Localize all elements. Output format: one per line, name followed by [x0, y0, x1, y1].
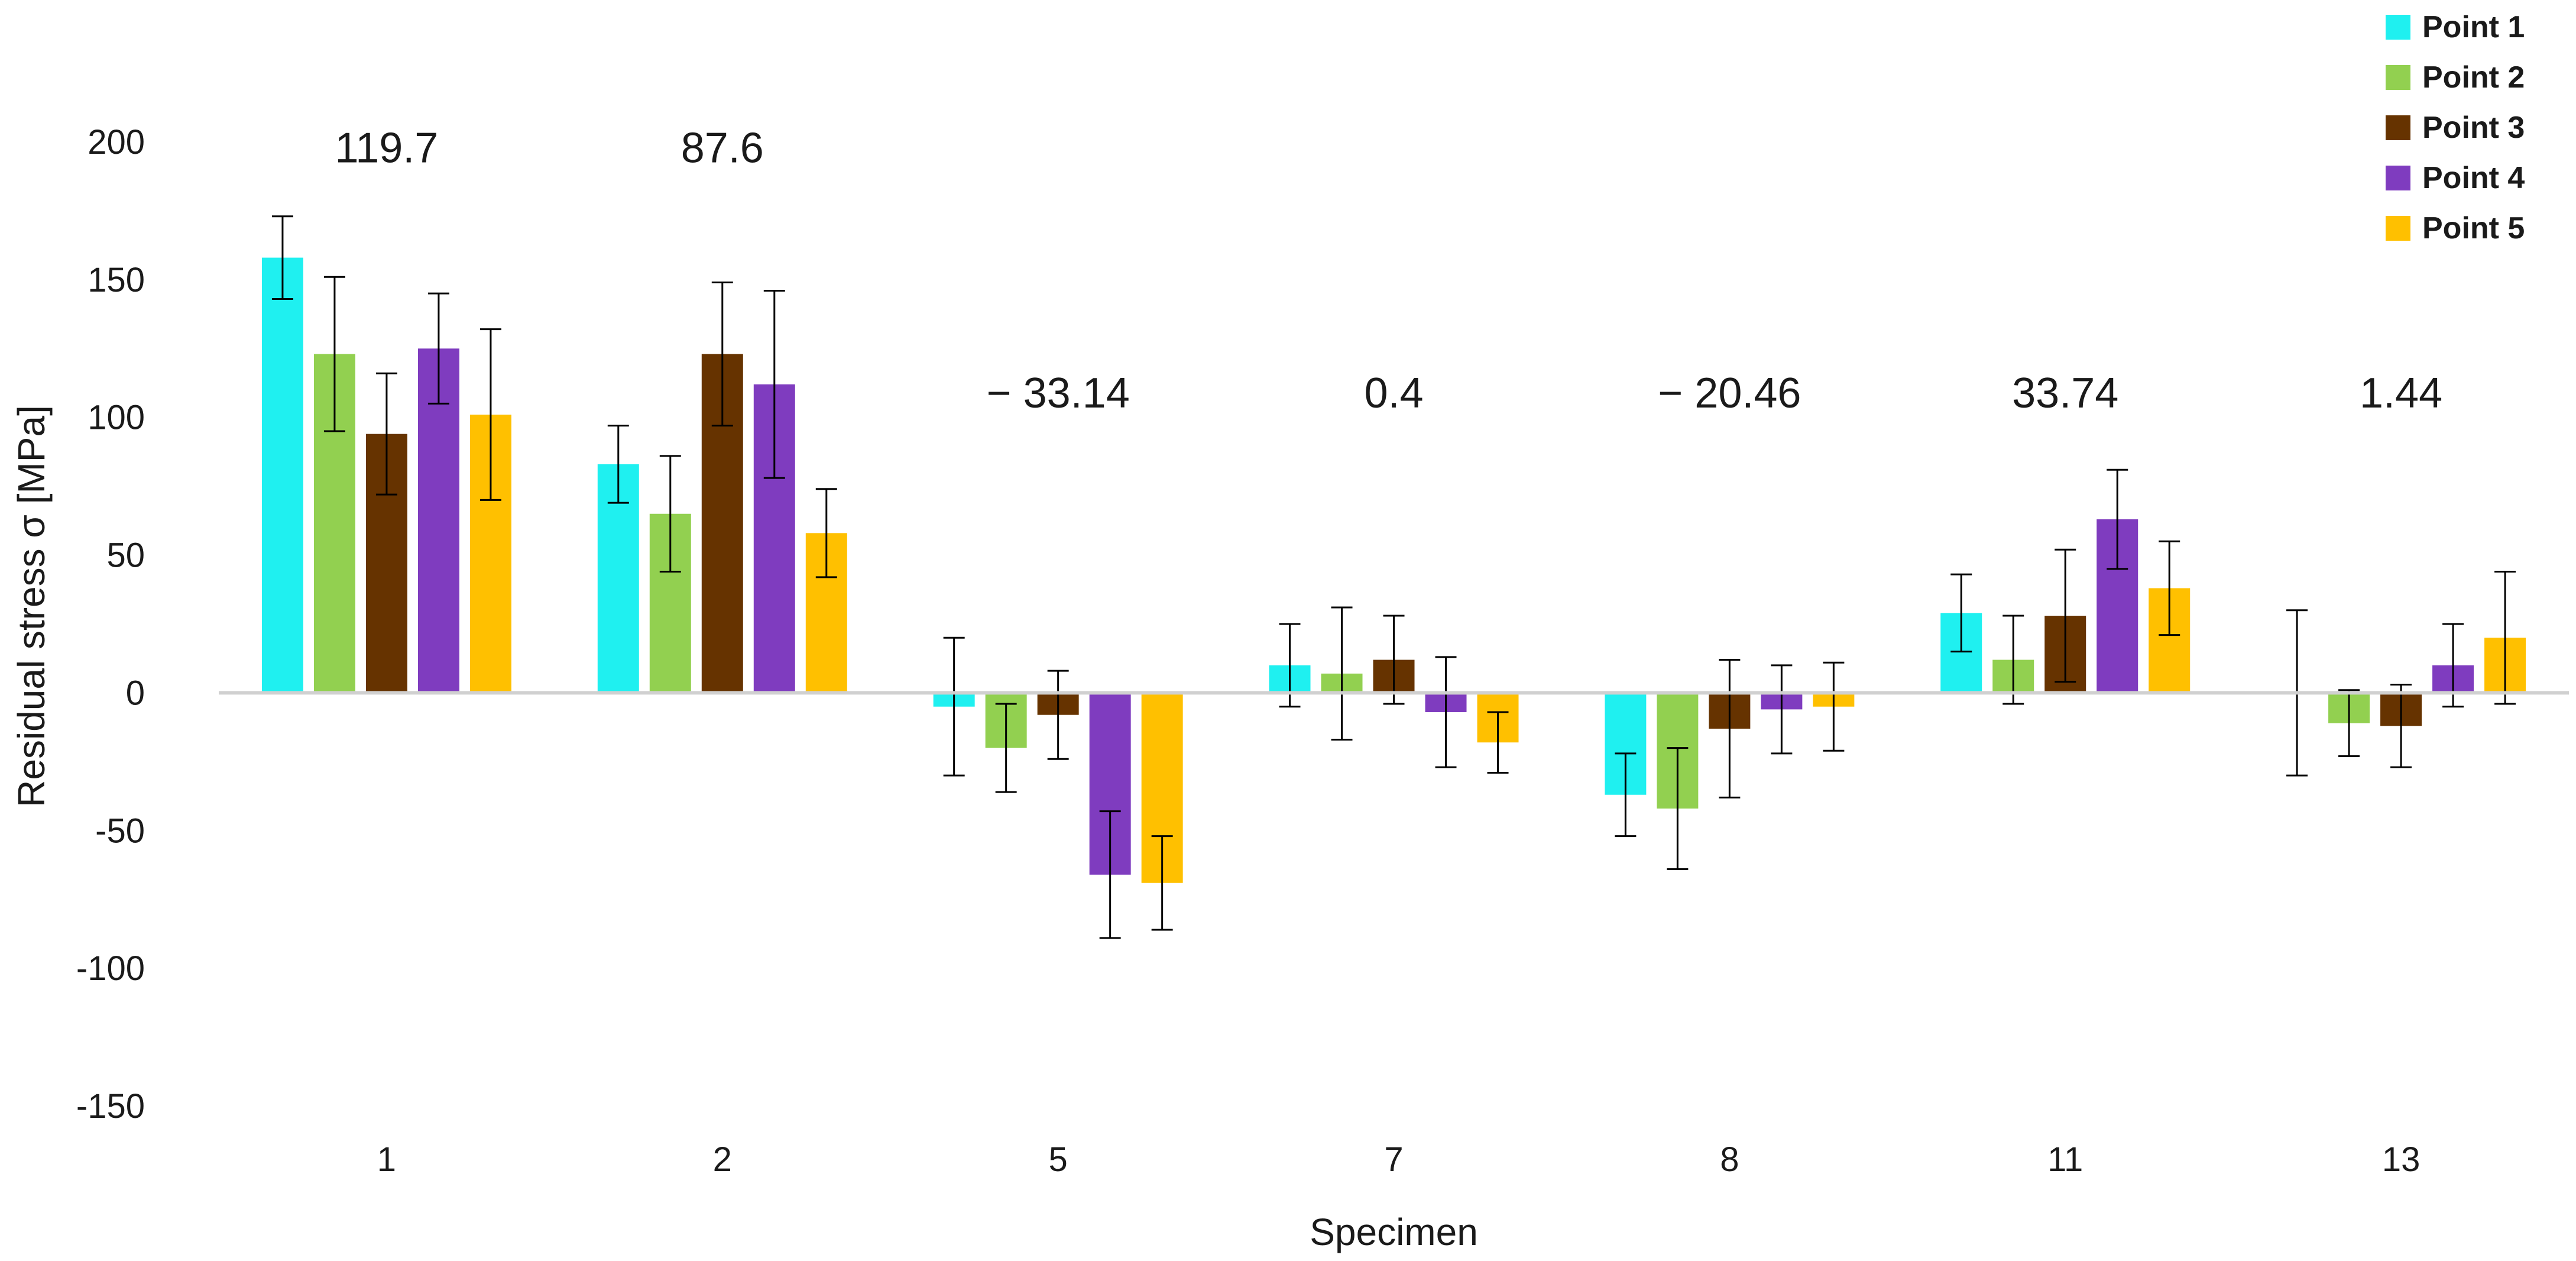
legend-swatch	[2386, 166, 2410, 190]
x-tick-label: 8	[1720, 1140, 1739, 1179]
x-tick-label: 11	[2047, 1140, 2083, 1179]
annotation-label: − 20.46	[1658, 370, 1801, 417]
legend-label: Point 2	[2422, 60, 2525, 95]
x-tick-label: 13	[2382, 1140, 2421, 1179]
annotation-label: 0.4	[1364, 370, 1423, 417]
y-tick-label: 100	[88, 399, 145, 437]
y-tick-label: -50	[95, 811, 145, 850]
annotation-label: 33.74	[2012, 370, 2118, 417]
x-axis-ticks: 1 2 5 7 8 11 13	[377, 1140, 2421, 1179]
y-axis-title: Residual stress σ [MPa]	[10, 405, 53, 807]
y-tick-label: -150	[76, 1087, 145, 1126]
x-axis-title: Specimen	[1310, 1211, 1478, 1253]
legend-swatch	[2386, 15, 2410, 40]
legend-label: Point 4	[2422, 161, 2525, 195]
annotation-label: 119.7	[335, 124, 439, 172]
legend-label: Point 3	[2422, 111, 2525, 145]
bar-series	[261, 257, 2526, 883]
annotation-label: 87.6	[681, 124, 764, 172]
y-tick-label: 200	[88, 123, 145, 161]
x-tick-label: 7	[1384, 1140, 1403, 1179]
y-tick-label: 150	[88, 261, 145, 299]
legend-swatch	[2386, 65, 2410, 90]
y-tick-label: 50	[106, 536, 145, 575]
legend-swatch	[2386, 216, 2410, 241]
bar	[417, 348, 459, 693]
legend: Point 1 Point 2 Point 3 Point 4 Point 5	[2386, 10, 2525, 245]
x-tick-label: 1	[377, 1140, 396, 1179]
x-tick-label: 5	[1049, 1140, 1068, 1179]
annotation-label: − 33.14	[987, 370, 1130, 417]
legend-swatch	[2386, 115, 2410, 140]
mean-annotations: 119.7 87.6 − 33.14 0.4 − 20.46 33.74 1.44	[335, 124, 2443, 416]
legend-label: Point 1	[2422, 10, 2525, 44]
bar	[261, 257, 303, 693]
annotation-label: 1.44	[2360, 370, 2442, 417]
x-tick-label: 2	[713, 1140, 732, 1179]
y-axis-ticks: 200 150 100 50 0 -50 -100 -150	[76, 123, 145, 1126]
y-tick-label: -100	[76, 949, 145, 988]
y-tick-label: 0	[126, 674, 145, 712]
legend-label: Point 5	[2422, 211, 2525, 245]
